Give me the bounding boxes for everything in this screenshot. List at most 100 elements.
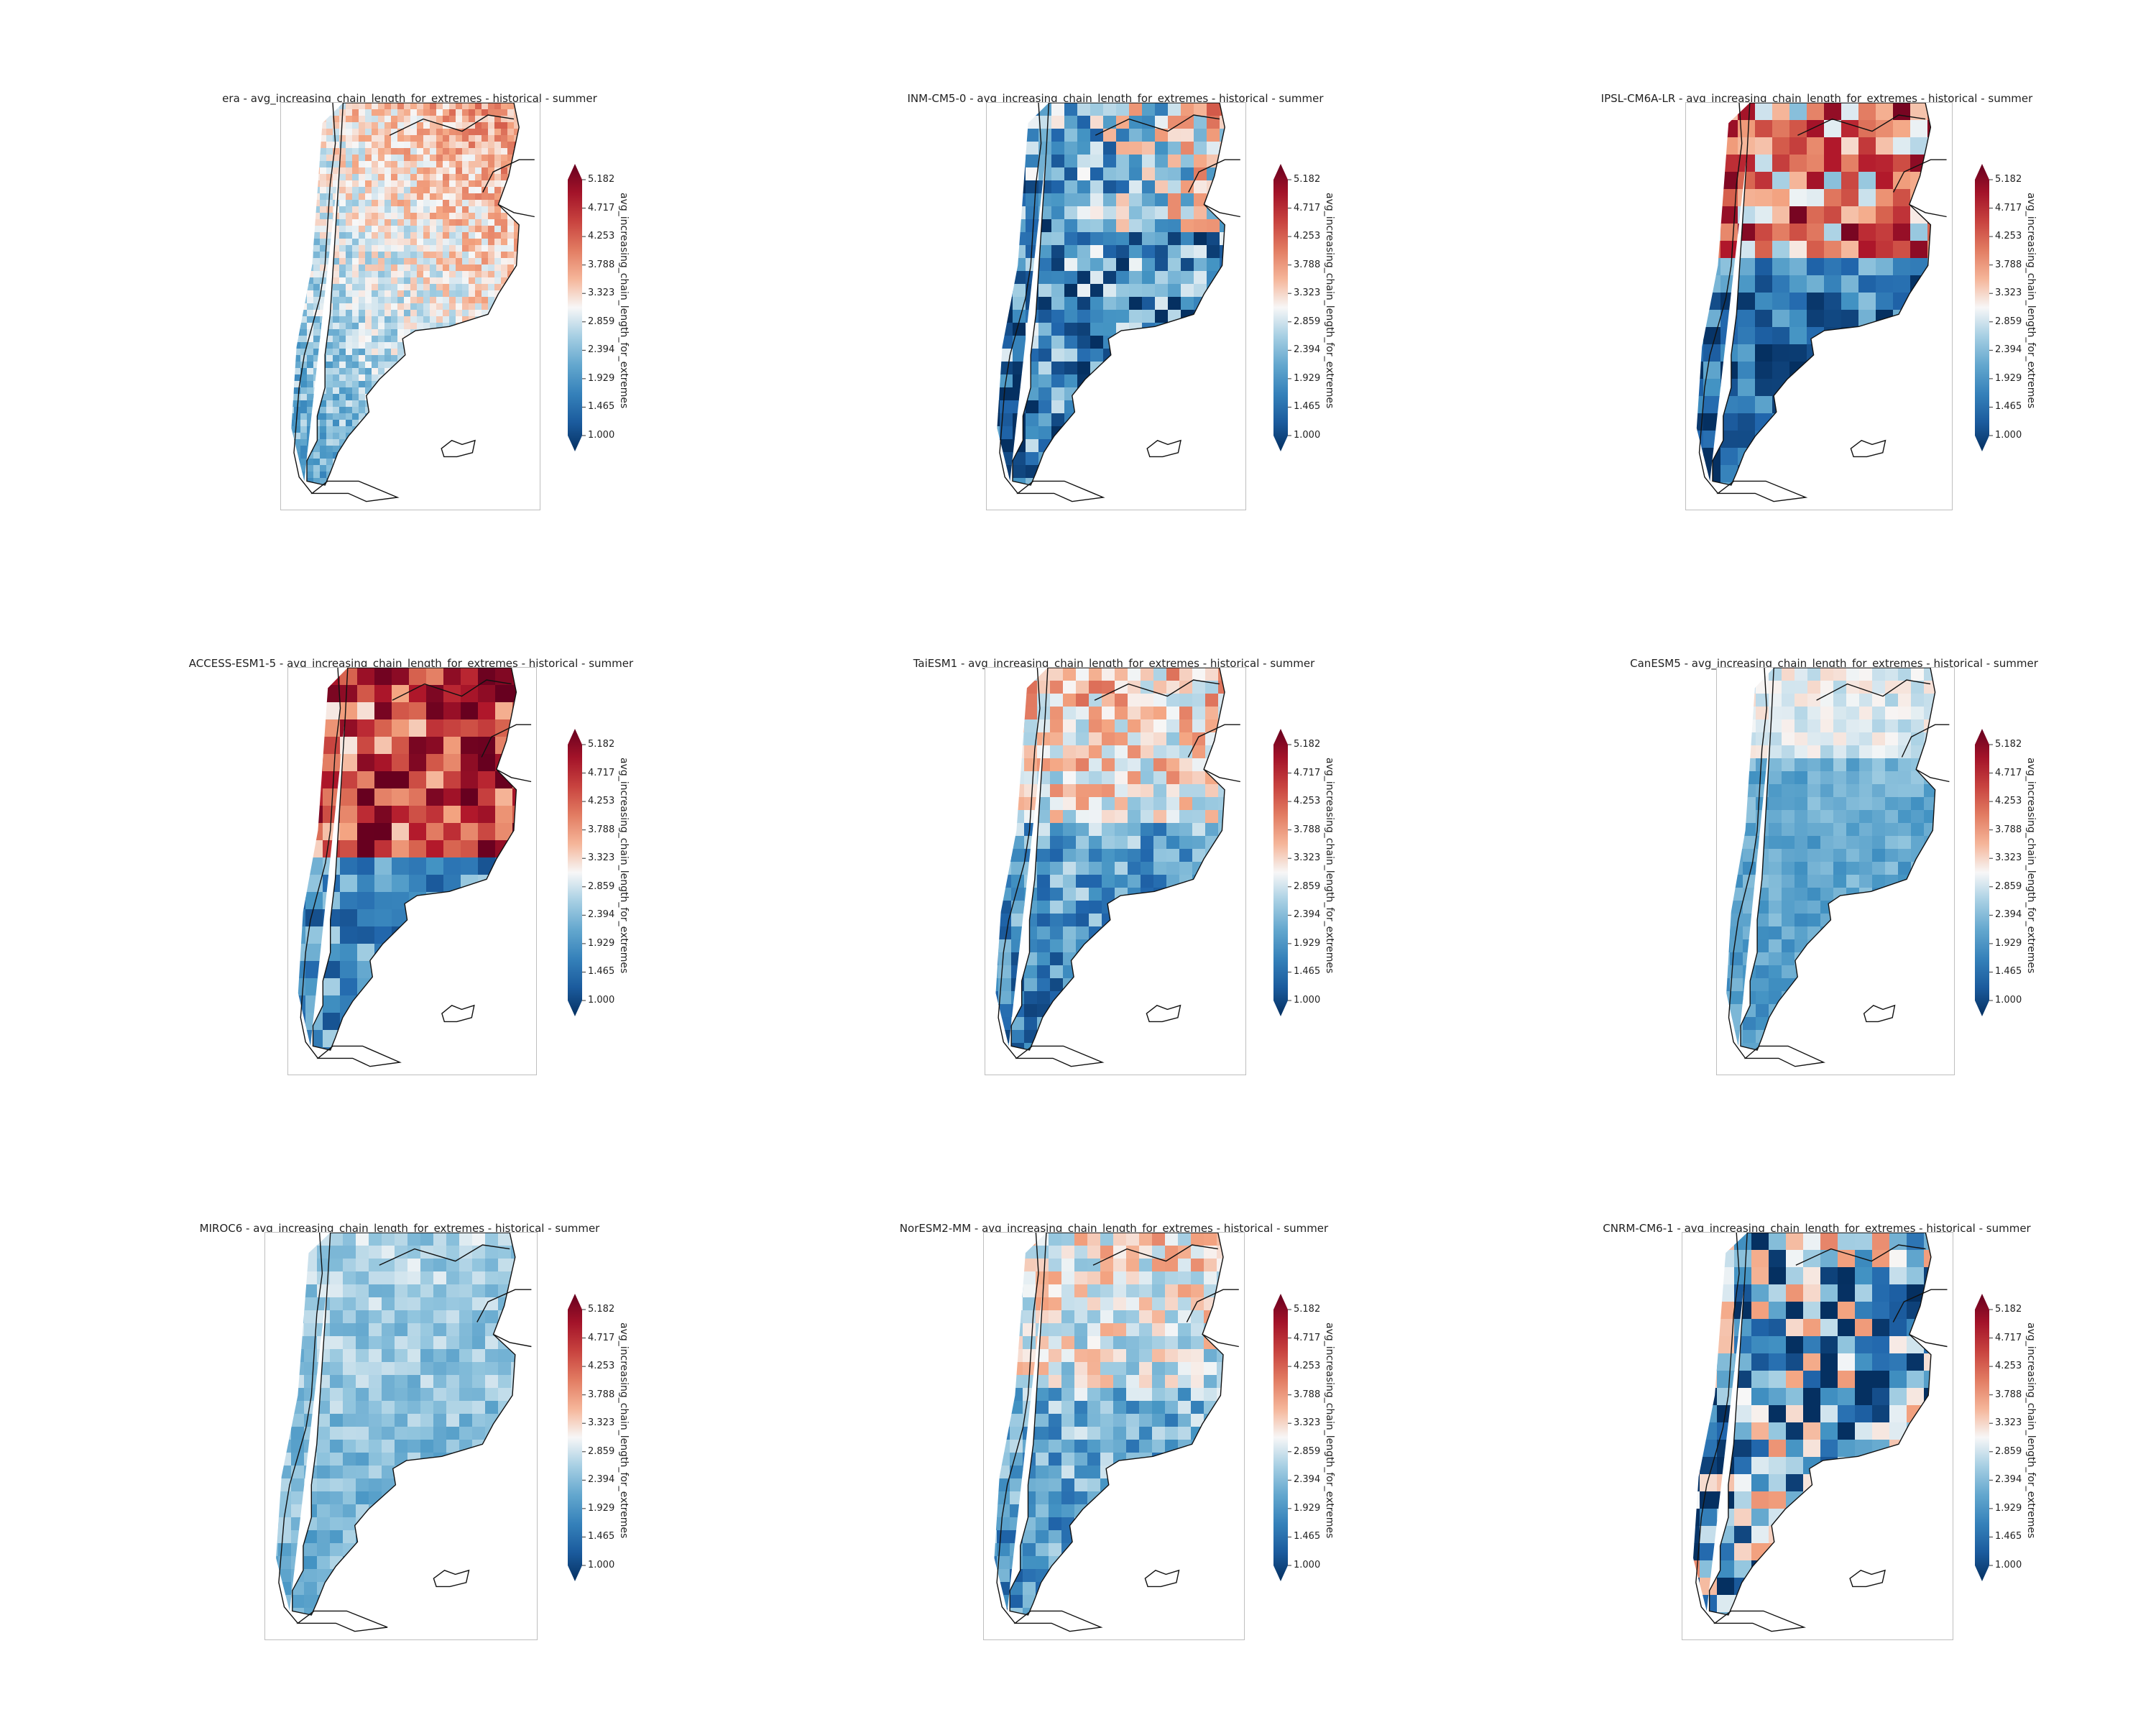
heatmap-cell [417, 303, 424, 310]
heatmap-cell [352, 180, 359, 188]
heatmap-cell [533, 109, 540, 116]
heatmap-cell [1129, 504, 1143, 510]
heatmap-cell [998, 888, 1012, 901]
heatmap-cell [294, 433, 301, 440]
heatmap-cell [323, 685, 341, 703]
heatmap-cell [507, 103, 515, 110]
heatmap-cell [527, 297, 534, 304]
heatmap-cell [995, 926, 999, 940]
heatmap-cell [1911, 707, 1925, 720]
heatmap-cell [1181, 400, 1194, 414]
heatmap-cell [300, 167, 308, 175]
heatmap-cell [430, 439, 437, 446]
heatmap-cell [359, 116, 366, 123]
heatmap-cell [1207, 129, 1220, 142]
heatmap-cell [482, 206, 489, 213]
heatmap-cell [1233, 245, 1245, 259]
heatmap-cell [478, 806, 496, 824]
heatmap-cell [514, 271, 520, 278]
heatmap-cell [1769, 758, 1782, 772]
malvinas-islands [1850, 439, 1886, 458]
heatmap-cell [298, 1047, 306, 1050]
heatmap-cell [1795, 784, 1808, 798]
heatmap-cell [1858, 482, 1876, 485]
heatmap-cell [1142, 336, 1156, 349]
heatmap-cell [417, 206, 424, 213]
heatmap-cell [475, 174, 482, 181]
heatmap-cell [1755, 310, 1773, 328]
heatmap-cell [482, 342, 489, 349]
heatmap-cell [300, 271, 308, 278]
heatmap-cell [1945, 224, 1952, 242]
heatmap-cell [430, 206, 437, 213]
heatmap-cell [397, 135, 405, 142]
heatmap-cell [307, 103, 314, 110]
heatmap-cell [530, 978, 536, 996]
heatmap-cell [305, 806, 323, 824]
heatmap-cell [378, 362, 385, 369]
heatmap-cell [298, 857, 306, 875]
heatmap-cell [501, 310, 508, 317]
heatmap-cell [346, 497, 353, 505]
heatmap-cell [998, 926, 1012, 940]
heatmap-cell [352, 122, 359, 129]
heatmap-cell [346, 142, 353, 149]
heatmap-cell [1755, 344, 1773, 362]
heatmap-cell [533, 200, 540, 207]
heatmap-cell [397, 284, 405, 291]
heatmap-cell [1013, 180, 1026, 194]
heatmap-cell [352, 381, 359, 388]
heatmap-cell [423, 504, 430, 510]
heatmap-cell [1155, 180, 1169, 194]
heatmap-cell [313, 277, 321, 285]
heatmap-cell [313, 103, 321, 110]
heatmap-cell [430, 484, 437, 485]
heatmap-cell [346, 439, 353, 446]
heatmap-cell [300, 277, 308, 285]
heatmap-cell [417, 439, 424, 446]
heatmap-cell [417, 193, 424, 201]
heatmap-cell [436, 394, 443, 401]
heatmap-cell [1153, 694, 1167, 707]
heatmap-cell [365, 239, 372, 246]
heatmap-cell [365, 433, 372, 440]
heatmap-cell [530, 771, 536, 789]
heatmap-cell [1168, 478, 1181, 485]
heatmap-cell [482, 180, 489, 188]
heatmap-cell [456, 491, 463, 498]
heatmap-cell [307, 116, 314, 123]
heatmap-cell [423, 277, 430, 285]
heatmap-cell [1244, 888, 1245, 901]
heatmap-cell [1142, 478, 1156, 485]
heatmap-cell [1233, 491, 1245, 505]
heatmap-cell [384, 355, 392, 362]
heatmap-cell [397, 219, 405, 226]
heatmap-cell [443, 413, 450, 420]
heatmap-cell [1011, 849, 1025, 862]
heatmap-cell [1841, 241, 1859, 259]
heatmap-cell [475, 426, 482, 433]
heatmap-cell [365, 135, 372, 142]
heatmap-cell [404, 452, 411, 459]
heatmap-cell [307, 252, 314, 259]
heatmap-cell [1726, 771, 1731, 785]
heatmap-cell [436, 362, 443, 369]
heatmap-cell [997, 219, 1000, 233]
heatmap-cell [300, 193, 308, 201]
heatmap-cell [300, 400, 308, 408]
heatmap-cell [346, 446, 353, 453]
heatmap-cell [1179, 952, 1193, 966]
heatmap-cell [339, 135, 346, 142]
heatmap-cell [417, 413, 424, 420]
heatmap-cell [1231, 1017, 1245, 1031]
heatmap-cell [1000, 310, 1013, 323]
heatmap-cell [436, 245, 443, 252]
heatmap-cell [533, 180, 540, 188]
heatmap-cell [443, 323, 450, 330]
heatmap-cell [1910, 275, 1928, 293]
heatmap-cell [1205, 707, 1219, 720]
heatmap-cell [378, 407, 385, 414]
heatmap-cell [997, 465, 1000, 479]
heatmap-cell [1038, 103, 1052, 116]
heatmap-cell [1244, 978, 1245, 992]
